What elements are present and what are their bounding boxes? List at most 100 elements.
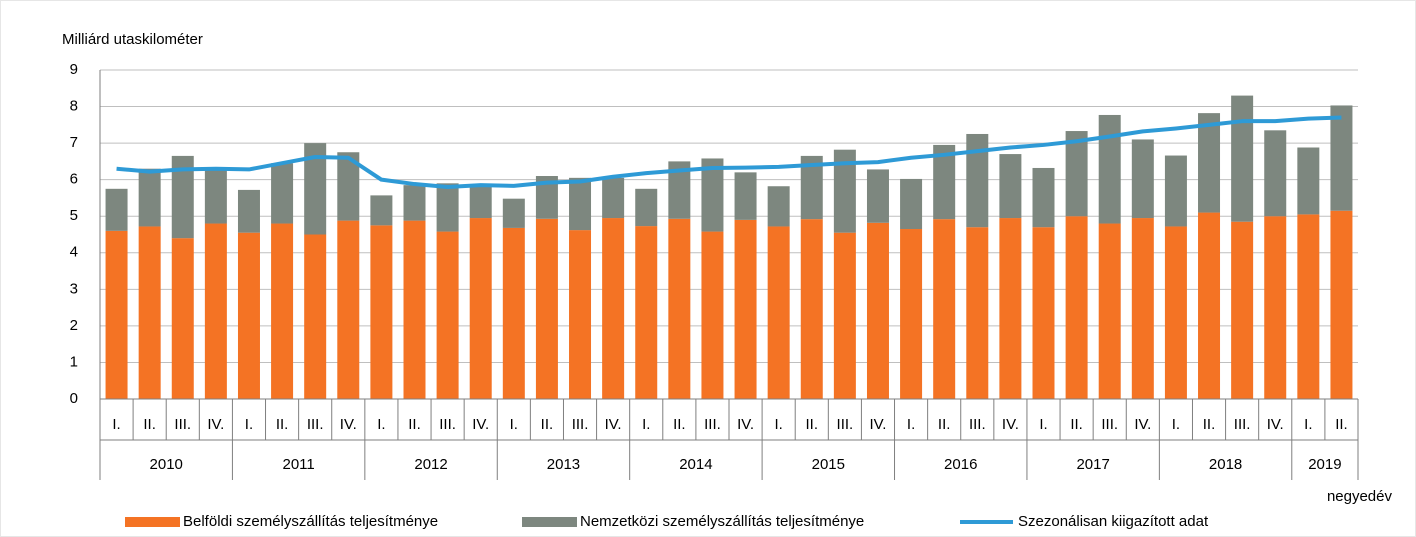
x-tick-label: II. [938, 416, 951, 433]
bar [966, 227, 989, 399]
y-tick-label: 9 [70, 61, 78, 78]
legend-swatch [125, 517, 180, 527]
x-tick-label: III. [572, 416, 589, 433]
x-tick-label: III. [174, 416, 191, 433]
bar [635, 226, 658, 399]
y-tick-label: 7 [70, 134, 78, 151]
bar [1297, 214, 1320, 399]
bar [668, 218, 691, 399]
year-label: 2012 [414, 456, 447, 473]
bar [800, 155, 823, 220]
bar [900, 178, 923, 230]
bar [933, 219, 956, 399]
y-tick-label: 1 [70, 353, 78, 370]
bar [900, 229, 923, 399]
bar [1164, 155, 1187, 227]
x-tick-label: IV. [1134, 416, 1151, 433]
bar [403, 220, 426, 399]
bar [502, 198, 525, 228]
x-tick-label: IV. [207, 416, 224, 433]
bar [734, 172, 757, 220]
x-tick-label: I. [1039, 416, 1047, 433]
bar [370, 225, 393, 399]
x-tick-label: II. [408, 416, 421, 433]
x-tick-label: I. [774, 416, 782, 433]
bar [866, 222, 889, 399]
year-label: 2015 [812, 456, 845, 473]
bar [237, 232, 260, 399]
bar [105, 230, 128, 399]
x-tick-label: II. [143, 416, 156, 433]
bar [1098, 223, 1121, 399]
bar [569, 177, 592, 231]
x-tick-label: I. [112, 416, 120, 433]
bar [105, 188, 128, 231]
bar [1330, 105, 1353, 211]
bar [204, 223, 227, 399]
x-tick-label: III. [837, 416, 854, 433]
bar [535, 176, 558, 219]
bar [1131, 218, 1154, 399]
bar [701, 158, 724, 232]
bar [304, 234, 327, 399]
x-tick-label: I. [1304, 416, 1312, 433]
bar [436, 231, 459, 399]
legend-label: Nemzetközi személyszállítás teljesítmény… [580, 513, 864, 530]
x-tick-label: I. [1172, 416, 1180, 433]
x-tick-label: III. [307, 416, 324, 433]
line [116, 115, 1342, 189]
legend-label: Belföldi személyszállítás teljesítménye [183, 513, 438, 530]
bar [767, 186, 790, 227]
bar [403, 185, 426, 221]
year-label: 2010 [150, 456, 183, 473]
x-tick-label: II. [806, 416, 819, 433]
x-tick-label: III. [1101, 416, 1118, 433]
bar [271, 223, 294, 399]
bar [469, 185, 492, 219]
bar [1264, 216, 1287, 399]
y-tick-label: 5 [70, 207, 78, 224]
x-tick-label: III. [1234, 416, 1251, 433]
x-tick-label: I. [377, 416, 385, 433]
x-tick-label: II. [541, 416, 554, 433]
x-tick-label: II. [1070, 416, 1083, 433]
bar [999, 154, 1022, 219]
bar [833, 232, 856, 399]
bar [1032, 227, 1055, 399]
x-tick-label: I. [907, 416, 915, 433]
bar [1231, 95, 1254, 222]
y-tick-label: 6 [70, 171, 78, 188]
bar [1098, 114, 1121, 224]
bar [469, 218, 492, 399]
y-tick-label: 8 [70, 98, 78, 115]
x-tick-label: IV. [340, 416, 357, 433]
bar [1032, 167, 1055, 228]
year-label: 2014 [679, 456, 712, 473]
year-label: 2016 [944, 456, 977, 473]
bar [999, 218, 1022, 399]
y-tick-label: 0 [70, 390, 78, 407]
bar [866, 169, 889, 223]
bar [1131, 139, 1154, 219]
x-tick-label: II. [1335, 416, 1348, 433]
bar [833, 149, 856, 233]
bar [1330, 210, 1353, 399]
bar [1231, 221, 1254, 399]
bar [1164, 226, 1187, 399]
bar [171, 238, 194, 399]
x-tick-label: IV. [605, 416, 622, 433]
x-tick-label: IV. [1002, 416, 1019, 433]
bar [1198, 113, 1221, 213]
x-tick-label: IV. [737, 416, 754, 433]
y-tick-label: 4 [70, 244, 78, 261]
bar [602, 218, 625, 399]
x-tick-label: I. [642, 416, 650, 433]
bar [436, 183, 459, 232]
bar [337, 220, 360, 399]
bar [271, 163, 294, 224]
bar [370, 195, 393, 226]
year-label: 2011 [282, 456, 314, 473]
x-tick-label: I. [245, 416, 253, 433]
bar [734, 219, 757, 399]
bar [1198, 212, 1221, 399]
